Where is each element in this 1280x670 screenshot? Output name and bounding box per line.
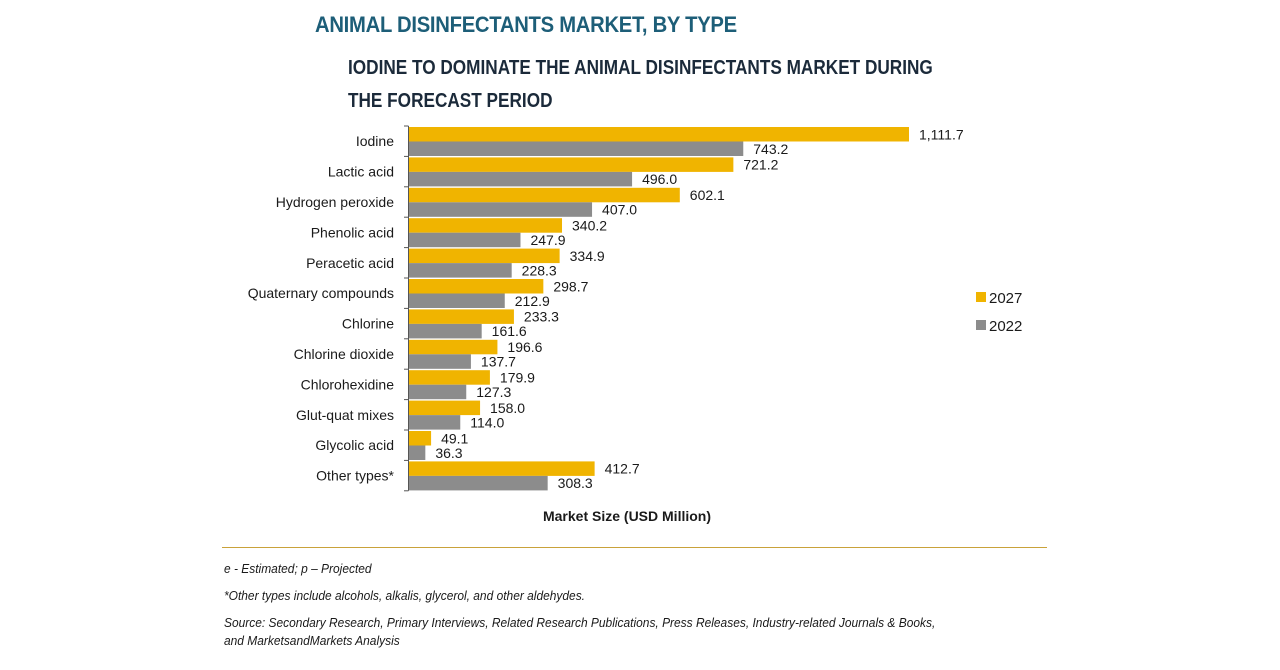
bar-2022 (409, 171, 633, 187)
bar-2022 (409, 202, 593, 217)
chart-subtitle: IODINE TO DOMINATE THE ANIMAL DISINFECTA… (348, 52, 1002, 118)
footnote-source-line-2: and MarketsandMarkets Analysis (224, 633, 400, 648)
data-label-2022: 407.0 (602, 202, 637, 218)
y-axis (404, 125, 409, 492)
bar-2022 (409, 293, 505, 308)
data-label-2022: 137.7 (481, 354, 516, 370)
legend: 2027 2022 (976, 290, 1022, 335)
category-label: Chlorohexidine (301, 376, 395, 392)
bar-2027 (409, 461, 595, 476)
x-axis-label: Market Size (USD Million) (543, 508, 711, 524)
bar-2027 (409, 248, 560, 264)
legend-label-2022: 2022 (989, 318, 1022, 335)
data-label-2027: 298.7 (553, 278, 588, 294)
category-label: Hydrogen peroxide (276, 194, 395, 210)
data-label-2027: 49.1 (441, 430, 468, 446)
bar-2022 (409, 445, 426, 460)
bar-2027 (409, 127, 909, 142)
data-label-2027: 340.2 (572, 217, 607, 233)
category-label: Lactic acid (328, 164, 394, 180)
footnote-estimated: e - Estimated; p – Projected (224, 561, 372, 576)
category-label: Chlorine dioxide (294, 346, 395, 362)
data-label-2022: 308.3 (558, 475, 593, 491)
bar-2027 (409, 309, 514, 324)
chart-title: ANIMAL DISINFECTANTS MARKET, BY TYPE (315, 12, 737, 37)
bar-2022 (409, 141, 744, 156)
bars (409, 127, 909, 491)
bar-2022 (409, 475, 548, 491)
data-label-2022: 247.9 (530, 232, 565, 248)
category-label: Quaternary compounds (248, 285, 394, 301)
bar-2027 (409, 431, 432, 446)
legend-label-2027: 2027 (989, 290, 1022, 307)
bar-2022 (409, 415, 461, 430)
bar-2022 (409, 232, 521, 248)
data-label-2022: 212.9 (515, 293, 550, 309)
bar-2027 (409, 400, 481, 416)
data-label-2022: 36.3 (435, 445, 462, 461)
category-label: Glut-quat mixes (296, 407, 394, 423)
data-label-2027: 233.3 (524, 309, 559, 325)
data-label-2027: 1,111.7 (919, 126, 964, 142)
bar-2027 (409, 157, 734, 172)
labels: Iodine 1,111.7 743.2 Lactic acid 721.2 496.0 H… (248, 126, 964, 491)
bar-2022 (409, 263, 512, 278)
category-label: Chlorine (342, 316, 394, 332)
subtitle-line-1: IODINE TO DOMINATE THE ANIMAL DISINFECTA… (348, 57, 933, 79)
data-label-2027: 179.9 (500, 369, 535, 385)
category-label: Phenolic acid (311, 224, 394, 240)
bar-2027 (409, 187, 680, 203)
subtitle-line-2: THE FORECAST PERIOD (348, 90, 553, 112)
data-label-2022: 228.3 (522, 262, 557, 278)
bar-2027 (409, 279, 544, 294)
category-label: Other types* (316, 468, 394, 484)
data-label-2022: 127.3 (476, 384, 511, 400)
data-label-2027: 334.9 (570, 248, 605, 264)
bar-2022 (409, 354, 471, 369)
data-label-2027: 412.7 (605, 461, 640, 477)
bar-2022 (409, 323, 482, 339)
data-label-2022: 114.0 (470, 414, 504, 430)
data-label-2022: 161.6 (492, 323, 527, 339)
data-label-2022: 743.2 (753, 141, 788, 157)
data-label-2027: 721.2 (743, 157, 778, 173)
footnote-other-types: *Other types include alcohols, alkalis, … (224, 588, 585, 603)
bar-2027 (409, 370, 490, 385)
data-label-2022: 496.0 (642, 171, 677, 187)
data-label-2027: 196.6 (507, 339, 542, 355)
category-label: Iodine (356, 133, 394, 149)
footnote-source-line-1: Source: Secondary Research, Primary Inte… (224, 615, 936, 630)
bar-2027 (409, 339, 498, 355)
legend-swatch-2022 (976, 320, 986, 330)
footer-divider (222, 547, 1047, 548)
data-label-2027: 602.1 (690, 187, 725, 203)
category-label: Peracetic acid (306, 255, 394, 271)
bar-2022 (409, 384, 467, 400)
category-label: Glycolic acid (315, 437, 394, 453)
legend-swatch-2027 (976, 292, 986, 302)
data-label-2027: 158.0 (490, 400, 525, 416)
bar-chart: Iodine 1,111.7 743.2 Lactic acid 721.2 496.0 H… (248, 125, 1022, 524)
bar-2027 (409, 218, 563, 233)
